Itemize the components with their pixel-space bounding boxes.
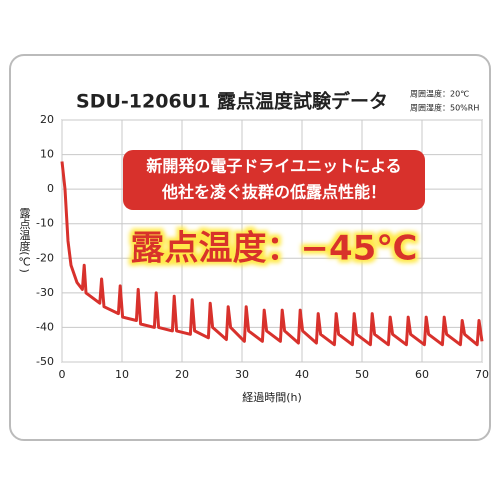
x-tick-label: 60 bbox=[415, 368, 429, 381]
x-tick-label: 10 bbox=[115, 368, 129, 381]
chart-title: SDU-1206U1 露点温度試験データ bbox=[76, 90, 388, 113]
callout-text: 新開発の電子ドライユニットによる bbox=[146, 157, 401, 176]
data-line bbox=[60, 161, 484, 347]
y-tick-label: 0 bbox=[47, 182, 54, 195]
y-tick-label: -30 bbox=[36, 286, 54, 299]
x-tick-label: 20 bbox=[175, 368, 189, 381]
x-axis-label: 経過時間(h) bbox=[242, 391, 302, 404]
y-tick-label: 20 bbox=[40, 113, 54, 126]
note: 周囲湿度：50%RH bbox=[410, 103, 479, 113]
y-tick-label: -20 bbox=[36, 251, 54, 264]
callout-text: 他社を凌ぐ抜群の低露点性能！ bbox=[161, 183, 386, 202]
highlight-text: 露点温度：−45℃ bbox=[131, 229, 418, 269]
y-tick-label: -10 bbox=[36, 217, 54, 230]
y-tick-label: -40 bbox=[36, 320, 54, 333]
note: 周囲温度：20℃ bbox=[410, 89, 469, 99]
x-tick-label: 40 bbox=[295, 368, 309, 381]
y-tick-label: 10 bbox=[40, 148, 54, 161]
x-tick-label: 70 bbox=[475, 368, 489, 381]
y-axis-label: 露点温度(℃) bbox=[18, 207, 31, 273]
callout-box bbox=[123, 150, 425, 210]
x-tick-label: 0 bbox=[59, 368, 66, 381]
x-tick-label: 50 bbox=[355, 368, 369, 381]
y-tick-label: -50 bbox=[36, 355, 54, 368]
x-tick-label: 30 bbox=[235, 368, 249, 381]
